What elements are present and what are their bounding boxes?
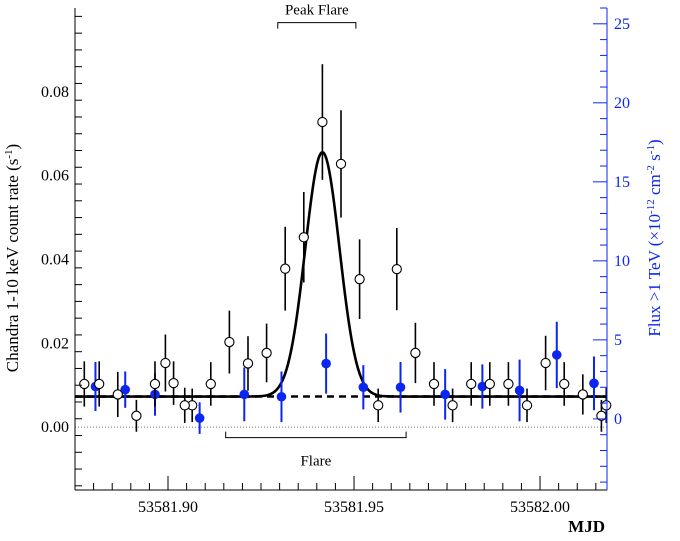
tev-point (120, 384, 131, 395)
y-right-axis-label: Flux >1 TeV (×10-12 cm-2 s-1) (645, 139, 664, 336)
chandra-point (466, 378, 477, 390)
y-left-tick-label: 0.00 (41, 419, 69, 436)
chandra-point (391, 263, 402, 275)
flare-label: Flare (300, 454, 331, 470)
tev-point (358, 382, 369, 393)
annotations-group: Peak Flare Flare (225, 3, 407, 470)
x-tick-label: 53581.95 (324, 499, 384, 516)
tev-point (239, 389, 250, 400)
chandra-point (179, 400, 190, 411)
chandra-point (149, 378, 161, 390)
chandra-point (577, 389, 588, 400)
chandra-point (540, 357, 551, 369)
chandra-point (224, 336, 235, 348)
y-right-tick-label: 0 (614, 411, 622, 428)
x-tick-label: 53581.90 (138, 499, 198, 516)
tev-point (589, 378, 599, 389)
chandra-point (94, 378, 105, 390)
gaussian-fit-curve (75, 150, 607, 398)
axis-labels-group: MJD Chandra 1-10 keV count rate (s-1) Fl… (3, 139, 664, 536)
chandra-point (298, 232, 309, 243)
tev-series (90, 321, 599, 434)
tev-point (551, 350, 562, 360)
y-left-tick-label: 0.08 (41, 84, 69, 101)
tev-point (440, 389, 450, 400)
chandra-point (242, 358, 254, 369)
chandra-point (317, 116, 328, 128)
axes-group: 53581.90 53581.95 53582.00 0.00 0.02 0.04 0.06… (41, 7, 630, 516)
fit-group (75, 150, 607, 398)
y-right-tick-label: 5 (614, 332, 622, 349)
y-right-tick-label: 10 (614, 253, 630, 270)
chandra-point (373, 400, 384, 411)
chandra-point (131, 410, 142, 421)
y-left-tick-label: 0.06 (41, 168, 69, 185)
chandra-point (168, 377, 179, 389)
chandra-point (559, 378, 570, 390)
chandra-point (354, 274, 365, 285)
y-right-tick-label: 25 (614, 16, 630, 33)
chandra-point (503, 378, 514, 390)
x-tick-label: 53582.00 (510, 499, 570, 516)
chandra-point (601, 400, 612, 411)
chandra-point (447, 400, 458, 411)
x-axis-label: MJD (568, 517, 605, 536)
y-right-tick-label: 15 (614, 174, 630, 191)
peak-flare-label: Peak Flare (285, 3, 349, 19)
chandra-point (521, 400, 533, 411)
tev-point (276, 391, 287, 402)
chandra-point (205, 378, 216, 390)
tev-point (514, 385, 525, 396)
y-right-tick-label: 20 (614, 95, 630, 112)
chandra-point (428, 378, 440, 390)
chandra-point (160, 357, 171, 369)
y-left-tick-label: 0.04 (41, 251, 69, 268)
chandra-point (410, 347, 421, 359)
tev-point (321, 358, 331, 369)
peak-flare-bracket (277, 22, 357, 29)
chandra-point (261, 347, 272, 359)
flare-bracket (225, 431, 407, 439)
chandra-point (79, 378, 90, 390)
chandra-point (484, 378, 495, 390)
chandra-point (335, 158, 347, 170)
chandra-point (280, 263, 291, 274)
y-left-axis-label: Chandra 1-10 keV count rate (s-1) (3, 144, 22, 372)
tev-point (395, 382, 406, 393)
chandra-series (79, 64, 612, 432)
tev-point (194, 413, 205, 423)
y-left-tick-label: 0.02 (41, 335, 69, 352)
chandra-point (112, 389, 123, 400)
